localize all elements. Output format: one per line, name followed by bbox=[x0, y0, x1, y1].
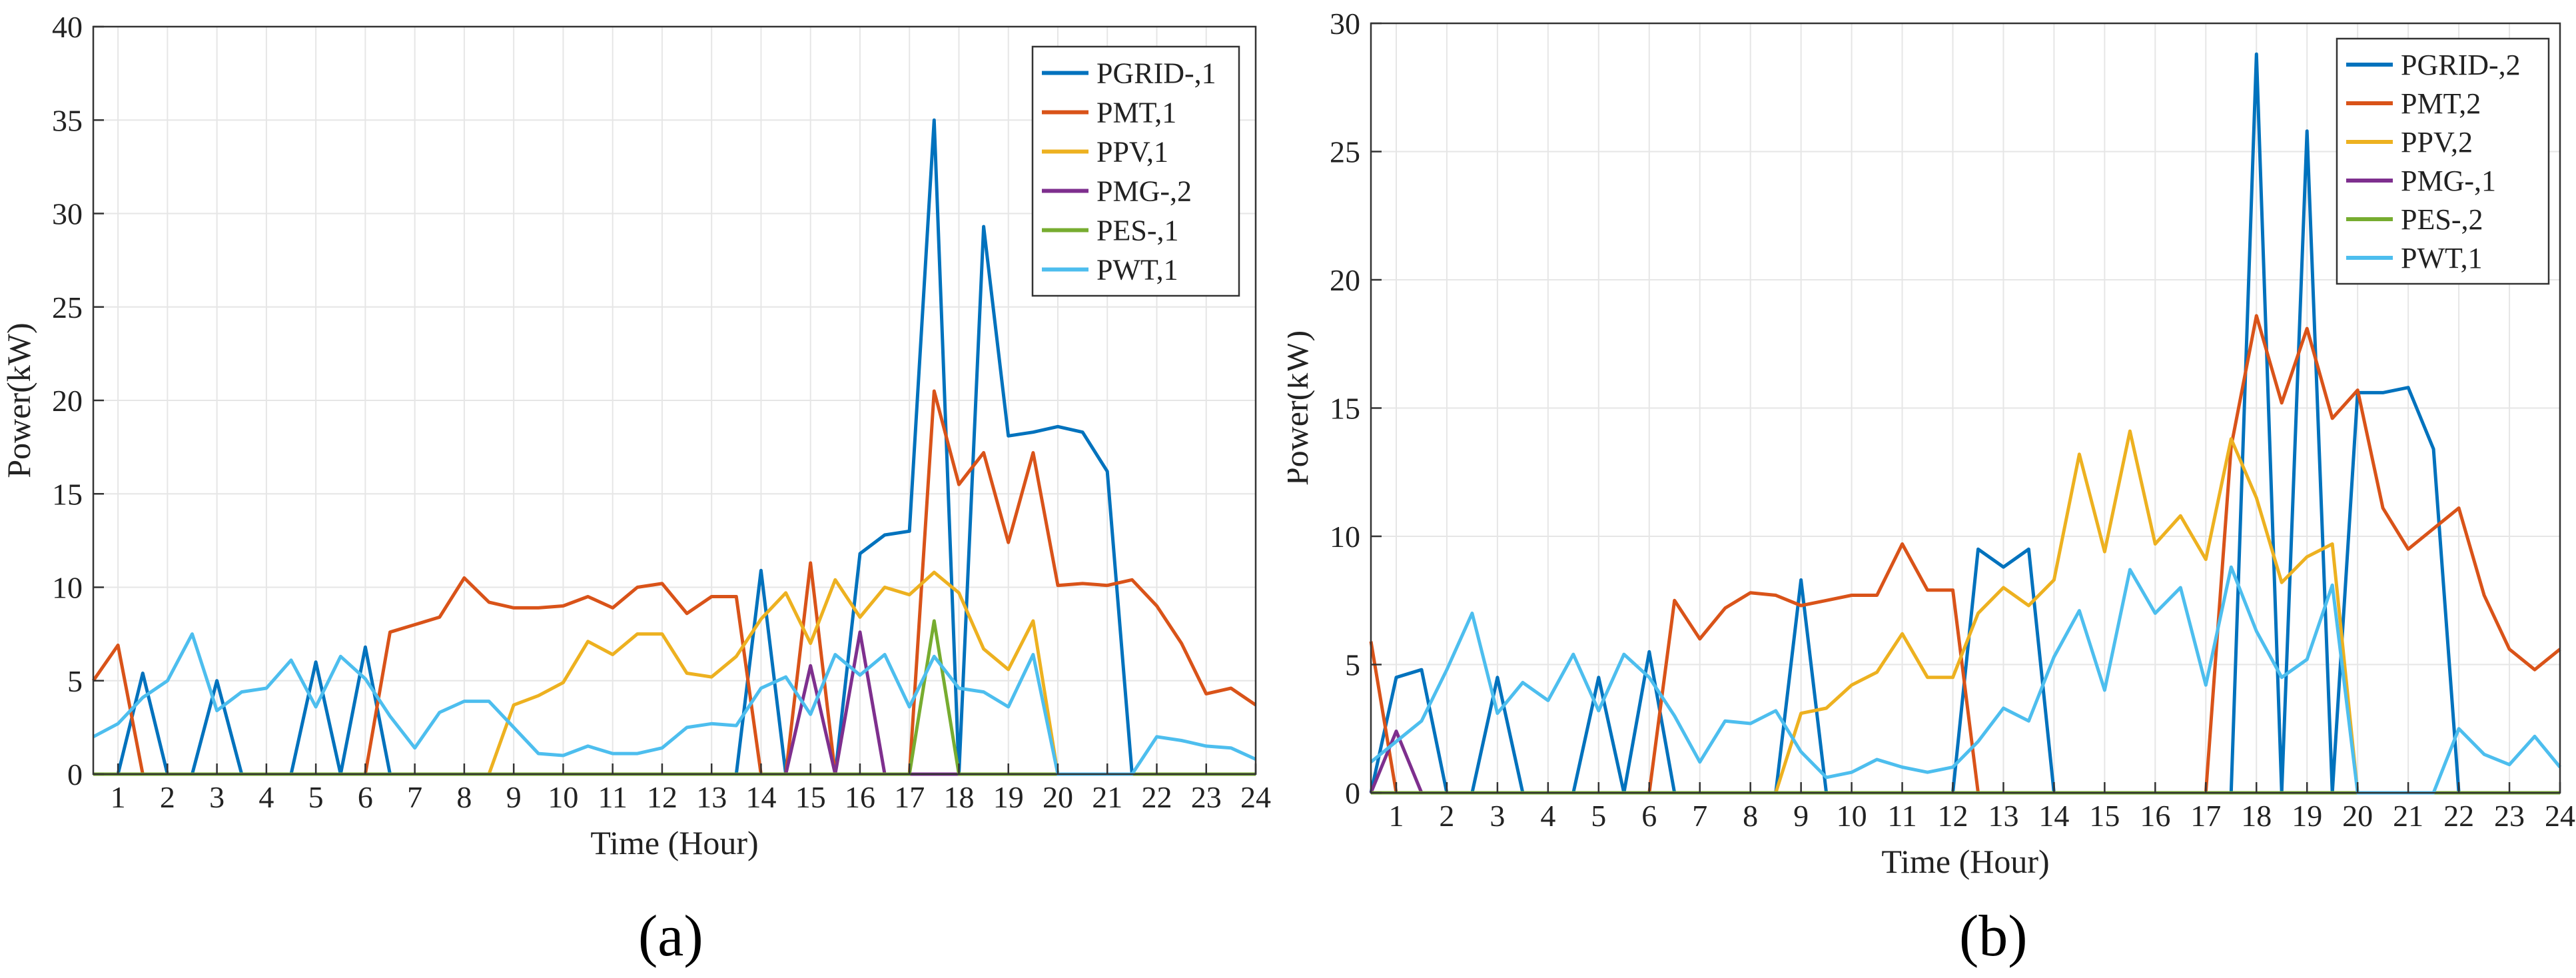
y-tick-label: 40 bbox=[52, 10, 83, 44]
y-tick-label: 15 bbox=[1330, 392, 1360, 426]
x-tick-label: 3 bbox=[209, 780, 224, 814]
legend-label: PPV,1 bbox=[1096, 136, 1168, 169]
x-tick-label: 21 bbox=[1092, 780, 1122, 814]
y-axis-label: Power(kW) bbox=[0, 322, 37, 478]
x-tick-label: 14 bbox=[745, 780, 776, 814]
x-tick-label: 5 bbox=[308, 780, 324, 814]
x-tick-label: 22 bbox=[1141, 780, 1172, 814]
x-tick-label: 10 bbox=[548, 780, 578, 814]
y-tick-label: 20 bbox=[52, 384, 83, 418]
legend-label: PES-,2 bbox=[2401, 203, 2483, 236]
x-tick-label: 7 bbox=[1692, 799, 1707, 833]
x-tick-label: 7 bbox=[407, 780, 422, 814]
x-tick-label: 23 bbox=[2494, 799, 2525, 833]
y-tick-label: 30 bbox=[1330, 7, 1360, 41]
x-tick-label: 24 bbox=[2545, 799, 2575, 833]
x-tick-label: 1 bbox=[111, 780, 126, 814]
x-tick-label: 3 bbox=[1490, 799, 1505, 833]
caption-a: (a) bbox=[638, 904, 703, 969]
x-tick-label: 13 bbox=[1988, 799, 2018, 833]
x-tick-label: 22 bbox=[2443, 799, 2474, 833]
x-tick-label: 8 bbox=[1743, 799, 1758, 833]
y-tick-label: 10 bbox=[1330, 520, 1360, 554]
y-tick-label: 35 bbox=[52, 103, 83, 137]
legend-box bbox=[2336, 37, 2550, 285]
legend-label: PWT,1 bbox=[2401, 242, 2483, 274]
legend-label: PMG-,2 bbox=[1096, 175, 1192, 208]
x-tick-label: 17 bbox=[2190, 799, 2221, 833]
legend-label: PES-,1 bbox=[1096, 215, 1178, 247]
x-tick-label: 19 bbox=[993, 780, 1024, 814]
chart-a: 1 2 3 4 5 6 7 8 9 10 11 12 13 14 15 16 17 18 19 20 21 22 23 240… bbox=[0, 10, 1271, 861]
x-tick-label: 1 bbox=[1388, 799, 1404, 833]
x-tick-label: 9 bbox=[506, 780, 522, 814]
x-tick-label: 20 bbox=[1043, 780, 1073, 814]
x-tick-label: 6 bbox=[1641, 799, 1657, 833]
x-axis-label: Time (Hour) bbox=[590, 824, 758, 861]
y-tick-label: 25 bbox=[1330, 135, 1360, 169]
legend-label: PMT,2 bbox=[2401, 87, 2481, 120]
x-tick-label: 12 bbox=[1938, 799, 1968, 833]
x-tick-label: 20 bbox=[2342, 799, 2373, 833]
y-tick-label: 0 bbox=[1345, 776, 1360, 810]
x-tick-label: 2 bbox=[160, 780, 175, 814]
x-tick-label: 19 bbox=[2292, 799, 2322, 833]
x-tick-label: 15 bbox=[2089, 799, 2120, 833]
x-tick-label: 6 bbox=[358, 780, 373, 814]
series-line-ppv-1 bbox=[93, 570, 1256, 776]
legend-label: PMG-,1 bbox=[2401, 165, 2496, 197]
y-tick-label: 15 bbox=[52, 477, 83, 511]
y-axis-label: Power(kW) bbox=[1288, 330, 1315, 486]
y-tick-label: 5 bbox=[1345, 648, 1360, 682]
chart-b: 1 2 3 4 5 6 7 8 9 10 11 12 13 14 15 16 17 18 19 20 21 22 23 240… bbox=[1288, 7, 2575, 880]
caption-b: (b) bbox=[1959, 904, 2028, 969]
y-tick-label: 25 bbox=[52, 290, 83, 324]
x-tick-label: 17 bbox=[894, 780, 925, 814]
x-tick-label: 9 bbox=[1793, 799, 1809, 833]
x-tick-label: 18 bbox=[2241, 799, 2272, 833]
x-tick-label: 12 bbox=[647, 780, 677, 814]
x-tick-label: 4 bbox=[258, 780, 274, 814]
x-tick-label: 10 bbox=[1837, 799, 1867, 833]
x-axis-label: Time (Hour) bbox=[1881, 843, 2049, 880]
x-tick-label: 13 bbox=[696, 780, 727, 814]
y-tick-label: 0 bbox=[67, 757, 83, 791]
legend-label: PWT,1 bbox=[1096, 254, 1178, 286]
x-tick-label: 16 bbox=[845, 780, 875, 814]
y-tick-label: 30 bbox=[52, 197, 83, 231]
x-tick-label: 4 bbox=[1540, 799, 1555, 833]
legend-label: PGRID-,1 bbox=[1096, 57, 1216, 90]
chart-panel-b: 1 2 3 4 5 6 7 8 9 10 11 12 13 14 15 16 17 18 19 20 21 22 23 24 0… bbox=[1288, 0, 2576, 978]
y-tick-label: 5 bbox=[67, 664, 83, 698]
x-tick-label: 24 bbox=[1240, 780, 1271, 814]
legend-label: PGRID-,2 bbox=[2401, 49, 2521, 81]
legend-box bbox=[1031, 45, 1240, 297]
y-tick-label: 20 bbox=[1330, 263, 1360, 297]
x-tick-label: 15 bbox=[795, 780, 826, 814]
legend: PGRID-,2 PMT,2 PPV,2 PMG-,1 PES-,2 PWT,1 bbox=[2336, 37, 2550, 285]
x-tick-label: 16 bbox=[2140, 799, 2170, 833]
legend-label: PMT,1 bbox=[1096, 97, 1176, 129]
x-tick-label: 11 bbox=[598, 780, 628, 814]
legend: PGRID-,1 PMT,1 PPV,1 PMG-,2 PES-,1 PWT,1 bbox=[1031, 45, 1240, 297]
x-tick-label: 2 bbox=[1439, 799, 1454, 833]
chart-panel-a: 1 2 3 4 5 6 7 8 9 10 11 12 13 14 15 16 17 18 19 20 21 22 23 24 0… bbox=[0, 10, 1271, 969]
x-tick-label: 11 bbox=[1887, 799, 1917, 833]
x-tick-label: 8 bbox=[456, 780, 472, 814]
legend-label: PPV,2 bbox=[2401, 126, 2473, 159]
x-tick-label: 5 bbox=[1591, 799, 1606, 833]
x-tick-label: 18 bbox=[943, 780, 974, 814]
y-tick-label: 10 bbox=[52, 571, 83, 605]
x-tick-label: 14 bbox=[2038, 799, 2069, 833]
x-tick-label: 21 bbox=[2393, 799, 2423, 833]
x-tick-label: 23 bbox=[1191, 780, 1222, 814]
series-line-ppv-2 bbox=[1371, 429, 2560, 795]
